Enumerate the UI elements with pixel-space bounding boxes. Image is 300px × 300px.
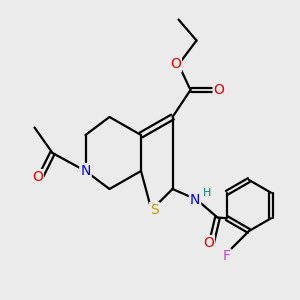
Text: S: S — [150, 203, 159, 217]
Text: O: O — [203, 236, 214, 250]
Text: N: N — [80, 164, 91, 178]
Text: H: H — [203, 188, 211, 199]
Text: F: F — [223, 250, 230, 263]
Text: O: O — [32, 170, 43, 184]
Text: N: N — [190, 193, 200, 206]
Text: O: O — [214, 83, 224, 97]
Text: O: O — [170, 58, 181, 71]
